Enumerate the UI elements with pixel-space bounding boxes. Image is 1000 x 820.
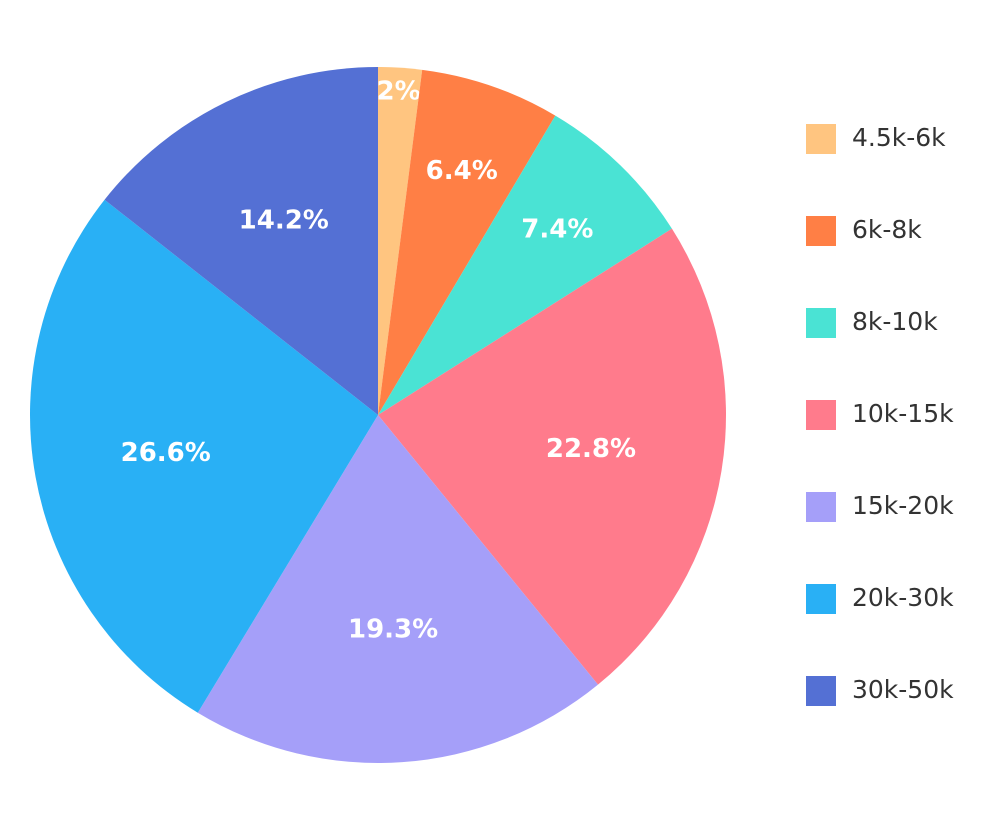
- legend-swatch: [806, 216, 836, 246]
- slice-label: 26.6%: [121, 438, 211, 468]
- legend-swatch: [806, 492, 836, 522]
- pie-slice: [378, 69, 556, 416]
- legend-label: 30k-50k: [852, 675, 954, 704]
- pie-slice: [29, 199, 379, 713]
- pie-slice: [378, 115, 672, 415]
- legend-swatch: [806, 584, 836, 614]
- legend-label: 15k-20k: [852, 491, 954, 520]
- legend-label: 8k-10k: [852, 307, 938, 336]
- legend-swatch: [806, 308, 836, 338]
- slice-label: 2%: [377, 77, 421, 107]
- pie-slice: [104, 67, 378, 415]
- slice-label: 19.3%: [348, 615, 438, 645]
- legend-swatch: [806, 124, 836, 154]
- pie-slice: [197, 415, 598, 763]
- legend-swatch: [806, 676, 836, 706]
- legend-label: 4.5k-6k: [852, 123, 946, 152]
- slice-label: 14.2%: [239, 205, 329, 235]
- legend-label: 10k-15k: [852, 399, 954, 428]
- legend-swatch: [806, 400, 836, 430]
- legend-label: 20k-30k: [852, 583, 954, 612]
- legend-label: 6k-8k: [852, 215, 922, 244]
- slice-label: 22.8%: [546, 434, 636, 464]
- slice-label: 6.4%: [426, 156, 498, 186]
- pie-slice: [378, 67, 423, 415]
- pie-slice: [378, 228, 726, 685]
- slice-label: 7.4%: [521, 215, 593, 245]
